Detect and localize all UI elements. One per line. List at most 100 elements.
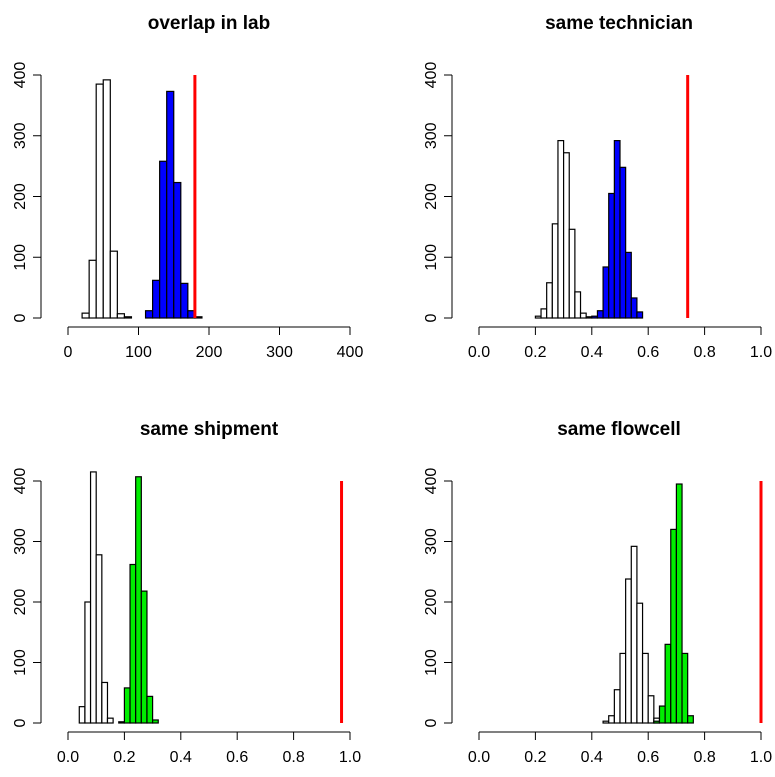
histogram-bar [88,259,97,319]
chart-title: same shipment [140,419,279,440]
histogram-bar [625,251,632,319]
histogram-bar [180,282,189,319]
histogram-bar [166,90,175,319]
y-tick-label: 400 [12,62,29,89]
histogram-bar [675,483,683,724]
histogram-bar [630,545,638,724]
histogram-bar [89,471,97,724]
x-tick-label: 0.4 [170,749,192,766]
histogram-bar [152,719,159,724]
histogram-bar [123,316,133,319]
histogram-bar [101,681,109,724]
x-tick-label: 0.8 [693,344,715,361]
y-tick-label: 0 [12,718,29,727]
y-tick-label: 400 [12,468,29,495]
y-tick-label: 200 [12,183,29,210]
x-tick-label: 0.0 [468,344,490,361]
chart-panel-4: same flowcell 0.0 0.2 0.4 0.6 0.8 1.0 0 100 200 30… [423,419,772,766]
histogram-bar [152,279,161,319]
x-tick-label: 0.4 [581,344,603,361]
histogram-bar [106,717,114,724]
x-tick-label: 0.2 [524,749,546,766]
histogram-bar [562,152,570,319]
x-tick-label: 400 [337,344,364,361]
chart-panel-3: same shipment 0.0 0.2 0.4 0.6 0.8 1.0 0 100 200 30… [12,419,361,766]
x-tick-label: 0.0 [57,749,79,766]
y-tick-label: 300 [12,528,29,555]
y-tick-label: 200 [423,589,440,616]
histogram-bar [585,316,593,319]
histogram-bar [534,315,542,319]
histogram-bar [159,160,168,319]
histogram-bar [664,643,672,724]
y-tick-label: 300 [12,122,29,149]
histogram-bar [636,311,644,319]
histogram-bar [95,554,103,724]
y-tick-label: 200 [423,183,440,210]
y-tick-label: 100 [12,244,29,271]
histogram-bar [551,223,559,319]
histogram-bar [613,689,621,724]
chart-panel-2: same technician 0.0 0.2 0.4 0.6 0.8 1.0 0 100 200… [423,13,772,361]
x-tick-label: 1.0 [339,749,361,766]
chart-panel-1: overlap in lab 0 100 200 300 400 0 100 200 300 400 [12,13,363,361]
histogram-bar [173,181,182,319]
histogram-bar [109,250,118,319]
histogram-bar [95,83,104,319]
histogram-bar [118,721,126,724]
histogram-bar [123,687,131,724]
y-tick-label: 300 [423,122,440,149]
y-tick-label: 400 [423,62,440,89]
chart-title: same technician [545,13,693,34]
histogram-bar [608,715,615,724]
x-tick-label: 300 [266,344,293,361]
x-tick-label: 1.0 [750,344,772,361]
histogram-bar [619,652,627,724]
histogram-bar [658,705,666,724]
chart-title: overlap in lab [148,13,270,34]
y-tick-label: 0 [423,718,440,727]
histogram-bar [546,282,553,319]
histogram-bar [602,266,610,319]
x-tick-label: 0.8 [693,749,715,766]
y-tick-label: 400 [423,468,440,495]
histogram-bar [144,310,154,319]
x-tick-label: 100 [125,344,152,361]
y-tick-label: 0 [12,313,29,322]
histogram-bar [653,720,661,724]
histogram-bar [608,192,615,319]
histogram-bar [630,297,638,319]
histogram-bar [116,313,125,319]
histogram-bar [681,652,689,724]
y-tick-label: 300 [423,528,440,555]
histogram-bar [129,563,137,724]
histogram-bar [557,140,565,319]
histogram-bar [687,715,694,724]
histogram-bar [574,291,582,319]
y-tick-label: 100 [423,244,440,271]
histogram-bar [135,476,142,724]
x-tick-label: 0.4 [581,749,603,766]
histogram-bar [613,140,621,319]
x-tick-label: 0.0 [468,749,490,766]
x-tick-label: 1.0 [750,749,772,766]
histogram-bar [146,695,154,724]
y-tick-label: 100 [12,649,29,676]
histogram-bar [670,528,678,724]
histogram-bar [568,228,576,319]
histogram-bar [579,312,587,319]
chart-title: same flowcell [557,419,681,440]
x-tick-label: 0.8 [282,749,304,766]
histogram-bar [81,312,90,319]
histogram-bar [641,652,649,724]
histogram-bar [602,720,610,724]
histogram-bar [84,601,92,724]
x-tick-label: 0.6 [637,344,659,361]
histogram-bar [591,315,599,319]
histogram-bar [140,590,148,724]
histogram-bar [647,695,655,724]
histogram-bar [596,310,604,319]
y-tick-label: 0 [423,313,440,322]
histogram-bar [636,602,644,724]
histogram-bar [78,706,86,724]
